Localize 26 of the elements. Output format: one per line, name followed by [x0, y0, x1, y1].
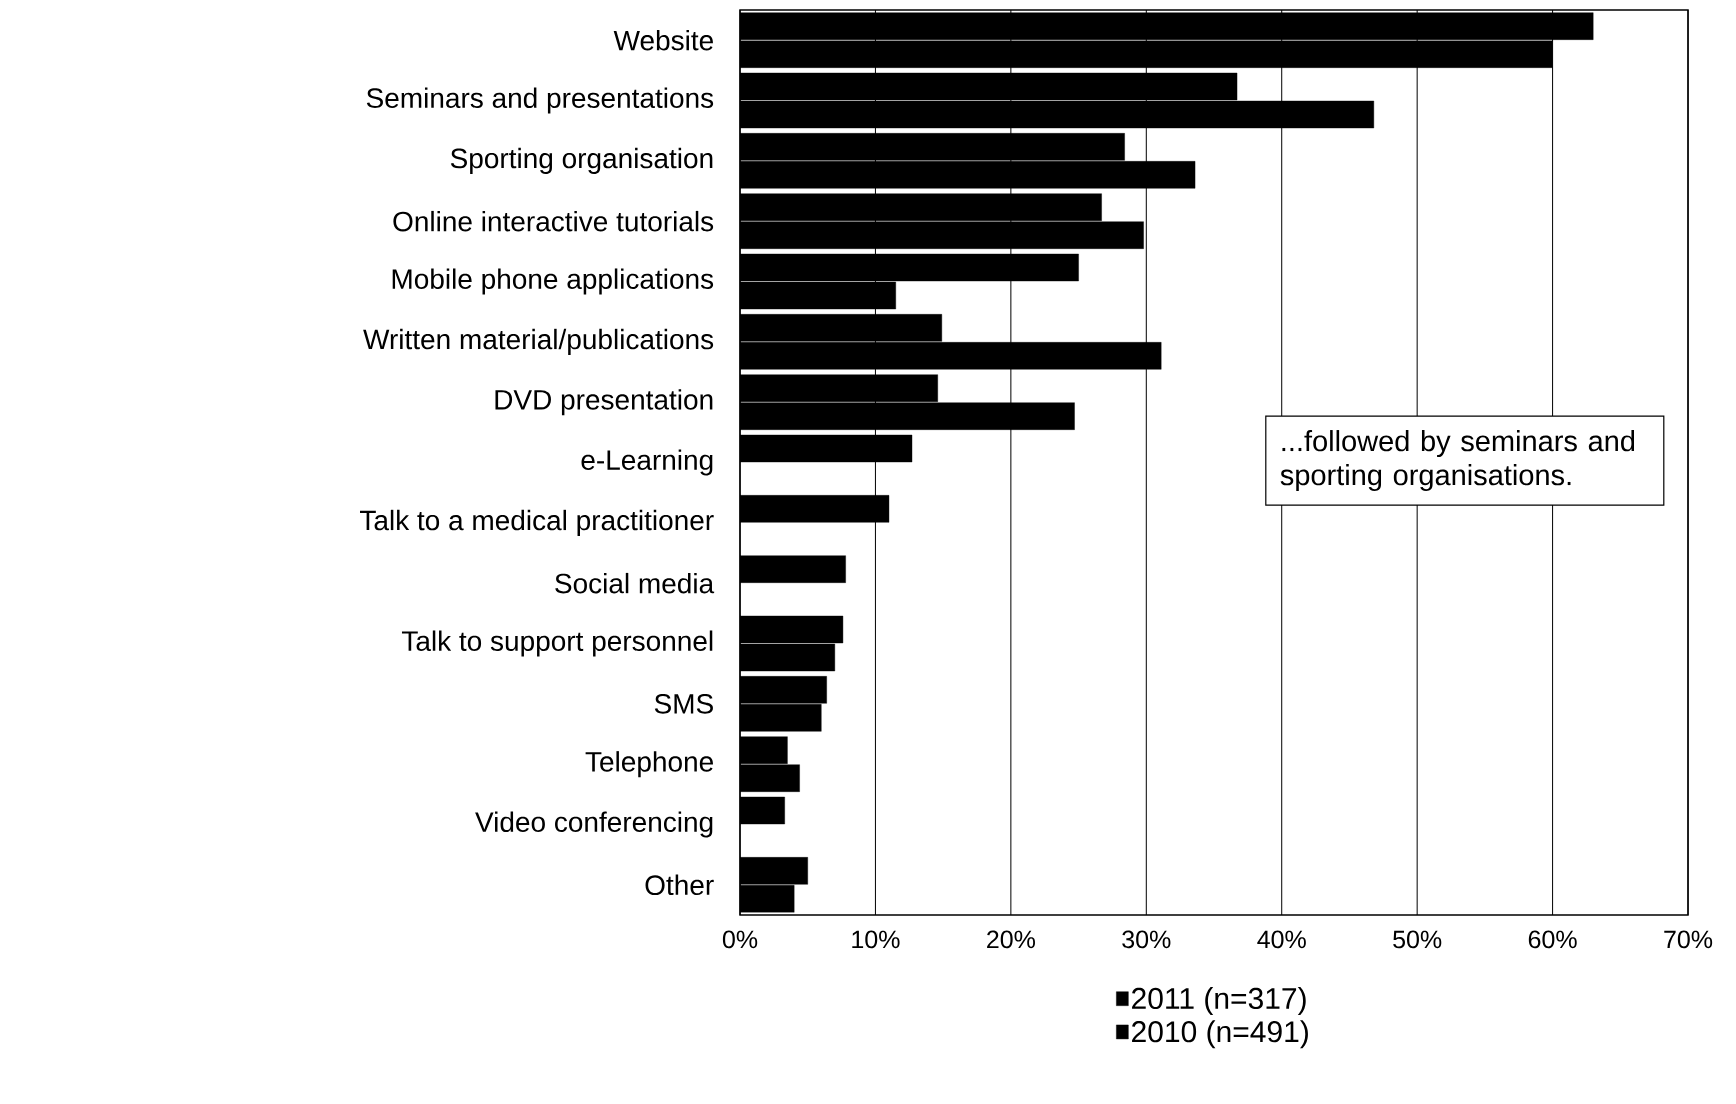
y-tick-label: Talk to a medical practitioner [360, 509, 714, 536]
x-tick-label: 30% [1122, 930, 1171, 949]
y-tick-label: Talk to support personnel [401, 630, 713, 657]
y-tick-label: Seminars and presentations [366, 87, 714, 114]
x-tick-label: 0% [722, 930, 758, 949]
y-tick-label: SMS [654, 693, 713, 714]
y-tick-label: Social media [555, 572, 715, 594]
y-tick-label: Online interactive tutorials [393, 210, 714, 232]
y-tick-label: Other [645, 874, 714, 896]
y-tick-label: Sporting organisation [450, 147, 713, 174]
y-tick-label: Video conferencing [475, 811, 713, 838]
x-tick-label: 40% [1257, 930, 1306, 949]
legend-label: 2010 (n=491) [1132, 1020, 1308, 1049]
y-tick-label: DVD presentation [495, 389, 713, 416]
y-tick-label: Telephone [585, 751, 713, 778]
y-tick-label: Written material/publications [363, 328, 714, 355]
y-tick-label: e-Learning [581, 449, 713, 476]
x-tick-label: 60% [1528, 930, 1577, 949]
annotation: ...followed by seminars and sporting organisations. [1280, 430, 1635, 492]
x-tick-label: 70% [1664, 930, 1713, 949]
x-tick-label: 20% [987, 930, 1035, 949]
legend-label: 2011 (n=317) [1132, 987, 1306, 1016]
y-tick-label: Website [613, 29, 713, 51]
y-tick-label: Mobile phone applications [392, 268, 714, 295]
x-tick-label: 10% [852, 930, 900, 949]
x-tick-label: 50% [1393, 930, 1442, 949]
